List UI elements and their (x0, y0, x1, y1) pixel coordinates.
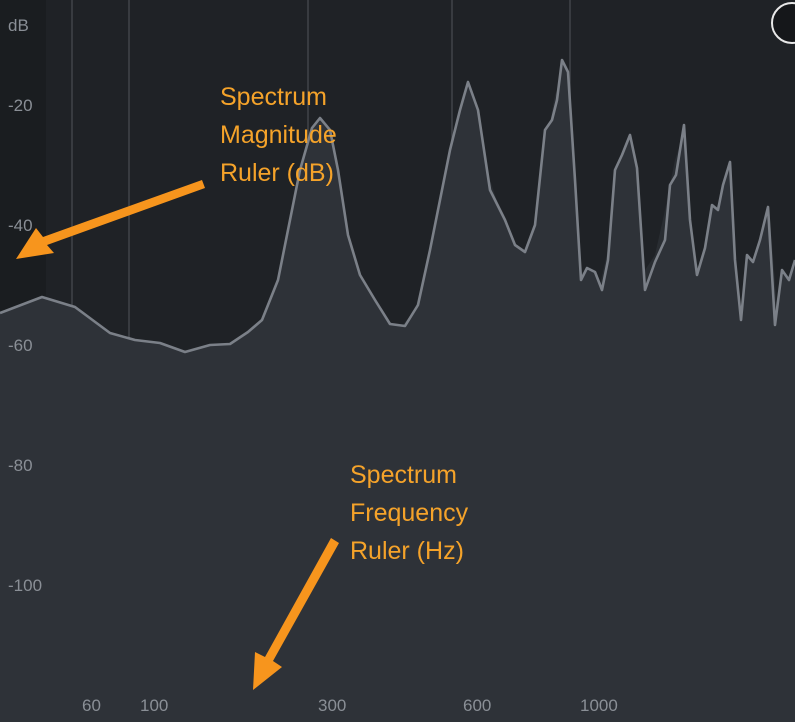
frequency-tick-label: 600 (463, 696, 492, 715)
frequency-tick-label: 100 (140, 696, 169, 715)
spectrum-area (0, 60, 795, 722)
frequency-callout-arrow (253, 538, 339, 690)
callout-line: Spectrum (350, 461, 457, 489)
spectrum-line (0, 58, 795, 354)
frequency-tick-label: 300 (318, 696, 347, 715)
magnitude-tick-label: -100 (8, 576, 43, 595)
callout-line: Ruler (dB) (220, 159, 334, 187)
callout-line: Ruler (Hz) (350, 537, 464, 565)
magnitude-tick-label: -80 (8, 456, 33, 475)
callout-line: Magnitude (220, 121, 337, 149)
magnitude-callout-arrow (16, 180, 205, 259)
frequency-tick-label: 1000 (580, 696, 618, 715)
magnitude-tick-label: -40 (8, 216, 33, 235)
frequency-tick-label: 60 (82, 696, 101, 715)
magnitude-unit-label: dB (8, 16, 29, 35)
magnitude-tick-label: -60 (8, 336, 33, 355)
callout-line: Spectrum (220, 83, 327, 111)
callout-line: Frequency (350, 499, 469, 527)
frequency-ruler-callout: Spectrum Frequency Ruler (Hz) (350, 456, 468, 570)
magnitude-tick-label: -20 (8, 96, 33, 115)
magnitude-ruler-callout: Spectrum Magnitude Ruler (dB) (220, 78, 337, 192)
